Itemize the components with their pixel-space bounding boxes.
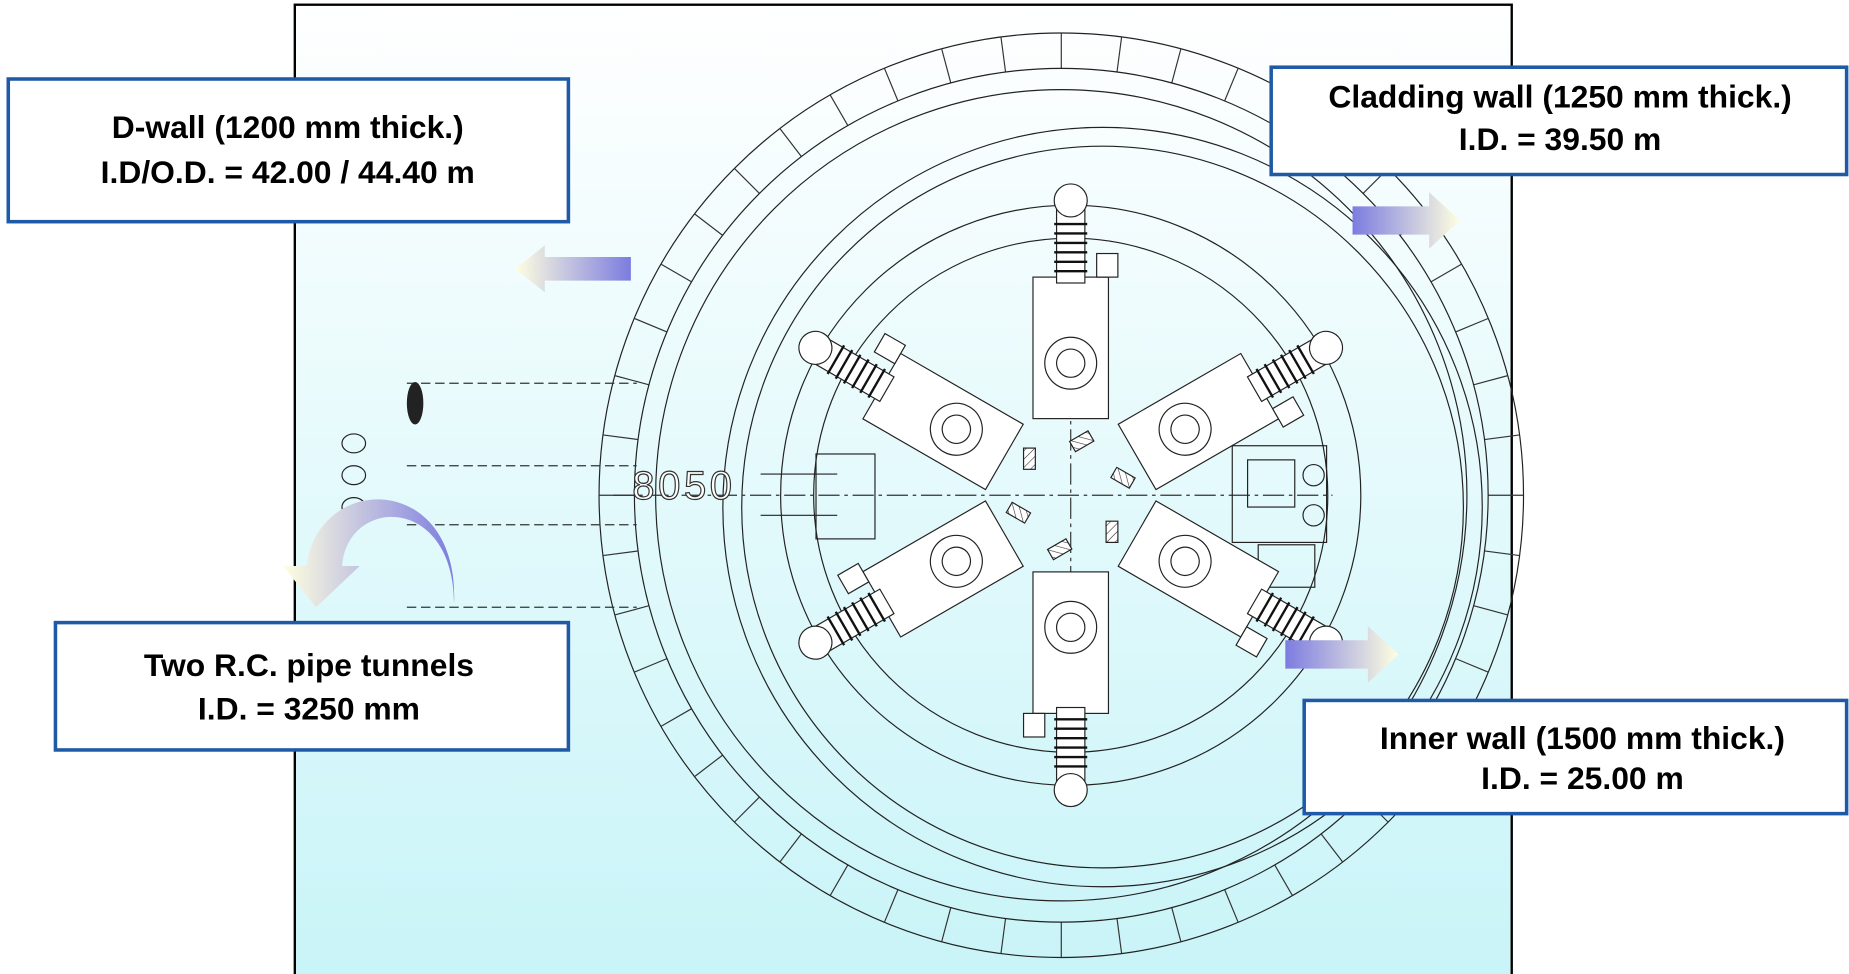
pump-block [1106,521,1118,542]
pump-end [1054,184,1087,217]
callout-box [8,79,568,222]
pump-core [1057,349,1085,377]
tunnel-end [407,382,424,424]
pump-core [1057,613,1085,641]
callout: Two R.C. pipe tunnels I.D. = 3250 mm [55,623,568,750]
callout-line: Cladding wall (1250 mm thick.) [1328,78,1791,114]
callout-line: D-wall (1200 mm thick.) [112,109,464,145]
callout-line: I.D. = 39.50 m [1459,121,1662,157]
shaft-plan-diagram: 8050 D-wall (1200 mm thick.) I.D/O.D. = … [0,0,1849,974]
callout-line: I.D. = 25.00 m [1481,760,1684,796]
callout-box [1304,700,1846,813]
callout-line: I.D. = 3250 mm [198,690,420,726]
callout: Inner wall (1500 mm thick.) I.D. = 25.00… [1304,700,1846,813]
pump-valve [1024,713,1045,737]
callout-box [55,623,568,750]
callout: Cladding wall (1250 mm thick.) I.D. = 39… [1271,67,1846,174]
callout-line: Two R.C. pipe tunnels [144,647,474,683]
pump-valve [1097,254,1118,278]
callout-line: Inner wall (1500 mm thick.) [1380,720,1785,756]
callout-line: I.D/O.D. = 42.00 / 44.40 m [101,154,475,190]
pump-block [1024,448,1036,469]
page: {"callouts": [ {"lines": ["D-wall (1200 … [0,0,1849,974]
pump-end [1054,774,1087,807]
dimension-label: 8050 [632,464,735,508]
callout: D-wall (1200 mm thick.) I.D/O.D. = 42.00… [8,79,568,222]
